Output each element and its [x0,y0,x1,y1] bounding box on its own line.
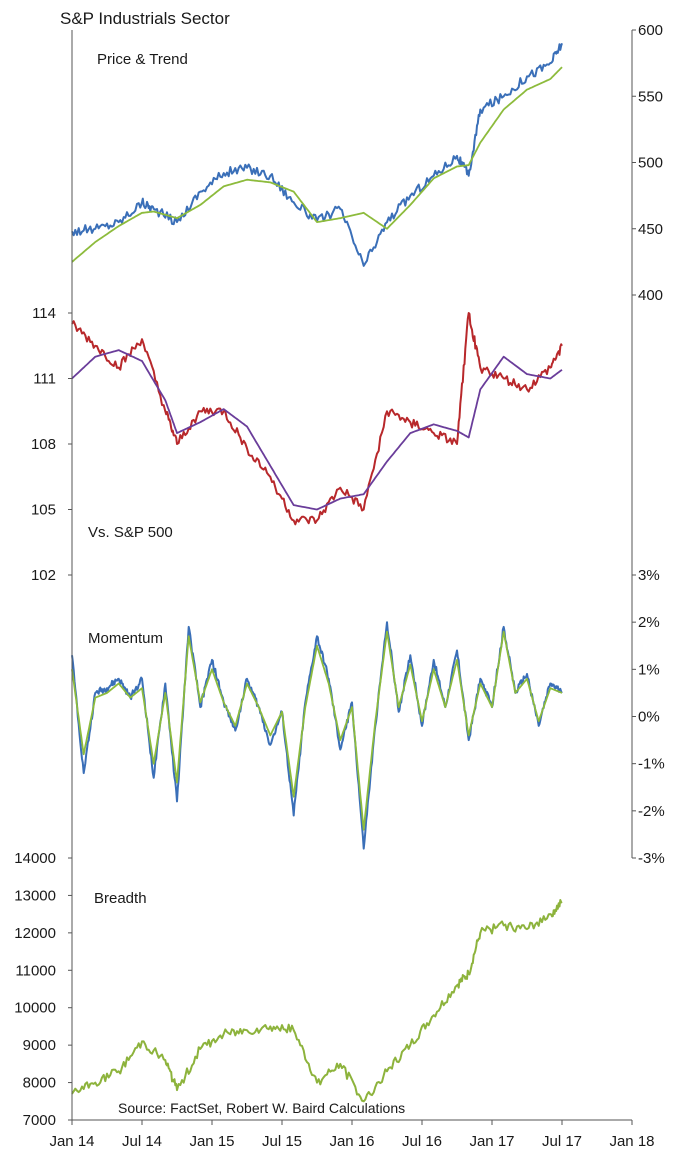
breadth-ytick-label: 12000 [14,925,56,942]
price-ytick-label: 450 [638,221,663,238]
price-label: Price & Trend [97,51,188,68]
price-ytick-label: 600 [638,22,663,39]
x-tick-label: Jan 15 [189,1133,234,1150]
price-trend-line [71,66,563,263]
breadth-ytick-label: 11000 [15,962,56,979]
relative-ytick-label: 102 [31,567,56,584]
momentum-ytick-label: 3% [638,567,660,584]
x-tick-label: Jul 14 [122,1133,162,1150]
momentum-ytick-label: 2% [638,614,660,631]
momentum-ytick-label: -3% [638,850,665,867]
momentum-ytick-label: 1% [638,661,660,678]
breadth-ytick-label: 13000 [14,887,56,904]
relative-label: Vs. S&P 500 [88,524,173,541]
breadth-panel: 7000 8000 9000 10000 11000 12000 13000 14000 Bre… [14,850,563,1129]
momentum-label: Momentum [88,630,163,647]
momentum-ytick-label: -1% [638,756,665,773]
momentum-ytick-label: 0% [638,709,660,726]
breadth-ytick-label: 14000 [14,850,56,867]
price-price-line [71,42,563,267]
breadth-ytick-label: 7000 [23,1112,56,1129]
breadth-ytick-label: 9000 [23,1037,56,1054]
chart-panels: 400 450 500 550 600 Price & Trend 102 105 108 111… [14,22,664,1129]
x-tick-label: Jan 14 [49,1133,94,1150]
relative-ytick-label: 114 [32,305,56,322]
relative-ytick-label: 105 [31,502,56,519]
momentum-ytick-label: -2% [638,803,665,820]
x-tick-label: Jul 16 [402,1133,442,1150]
momentum-momentum_fast-line [71,621,563,850]
price-ytick-label: 500 [638,155,663,172]
source-note: Source: FactSet, Robert W. Baird Calcula… [118,1100,405,1116]
x-tick-label: Jan 17 [469,1133,514,1150]
chart-title: S&P Industrials Sector [60,9,230,28]
momentum-momentum_slow-line [71,630,563,831]
x-tick-label: Jan 16 [329,1133,374,1150]
relative-panel: 102 105 108 111 114 Vs. S&P 500 [31,305,563,584]
price-ytick-label: 550 [638,88,663,105]
relative-ytick-label: 111 [33,371,56,388]
price-ytick-label: 400 [638,287,663,304]
x-tick-label: Jul 17 [542,1133,582,1150]
momentum-panel: -3% -2% -1% 0% 1% 2% 3% Momentum [71,567,665,867]
relative-ytick-label: 108 [31,436,56,453]
breadth-ytick-label: 10000 [14,1000,56,1017]
breadth-breadth-line [71,899,563,1103]
x-axis: Jan 14 Jul 14 Jan 15 Jul 15 Jan 16 Jul 16 Jan … [49,30,655,1150]
breadth-ytick-label: 8000 [23,1075,56,1092]
x-tick-label: Jul 15 [262,1133,302,1150]
relative-relative_trend-line [71,349,563,511]
relative-relative-line [71,312,563,526]
price-panel: 400 450 500 550 600 Price & Trend [71,22,663,304]
x-tick-label: Jan 18 [609,1133,654,1150]
breadth-label: Breadth [94,890,147,907]
